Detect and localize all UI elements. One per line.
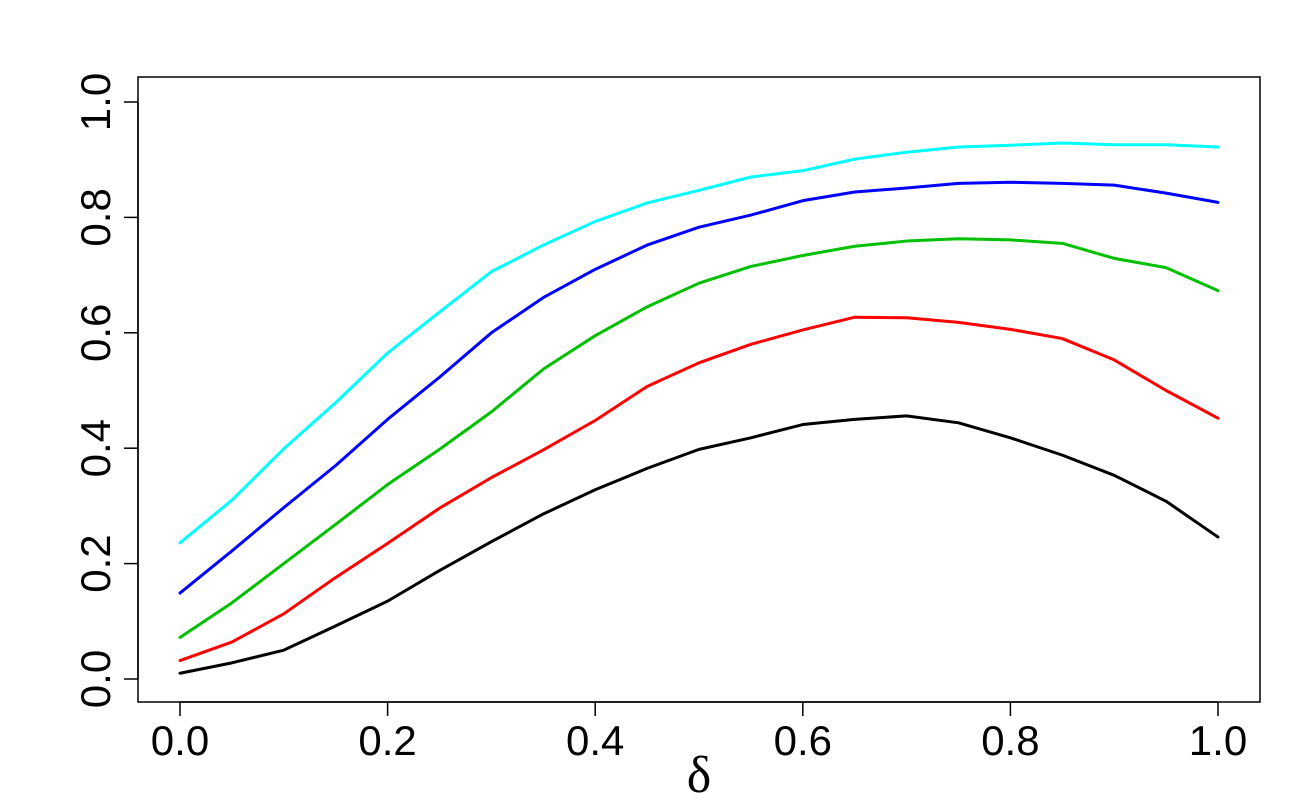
x-tick-label: 0.0 (151, 717, 209, 764)
x-tick-label: 0.6 (774, 717, 832, 764)
series-layer (178, 141, 1220, 675)
series-line-5 (178, 141, 1220, 545)
x-axis-title: δ (687, 747, 712, 800)
x-tick-label: 0.4 (566, 717, 624, 764)
plot-frame (137, 76, 1261, 703)
y-tick-label: 0.0 (72, 650, 119, 708)
series-line-1 (178, 414, 1220, 675)
y-tick-label: 0.2 (72, 534, 119, 592)
x-tick-label: 1.0 (1189, 717, 1247, 764)
series-line-3 (178, 237, 1220, 639)
y-tick-label: 0.6 (72, 304, 119, 362)
x-axis: 0.0 0.2 0.4 0.6 0.8 1.0 (151, 701, 1247, 764)
y-tick-label: 1.0 (72, 73, 119, 131)
x-tick-label: 0.2 (358, 717, 416, 764)
y-tick-label: 0.4 (72, 419, 119, 477)
y-axis: 0.0 0.2 0.4 0.6 0.8 1.0 (72, 73, 139, 708)
y-tick-label: 0.8 (72, 188, 119, 246)
series-line-2 (178, 315, 1220, 663)
x-tick-label: 0.8 (981, 717, 1039, 764)
series-line-4 (178, 180, 1220, 595)
